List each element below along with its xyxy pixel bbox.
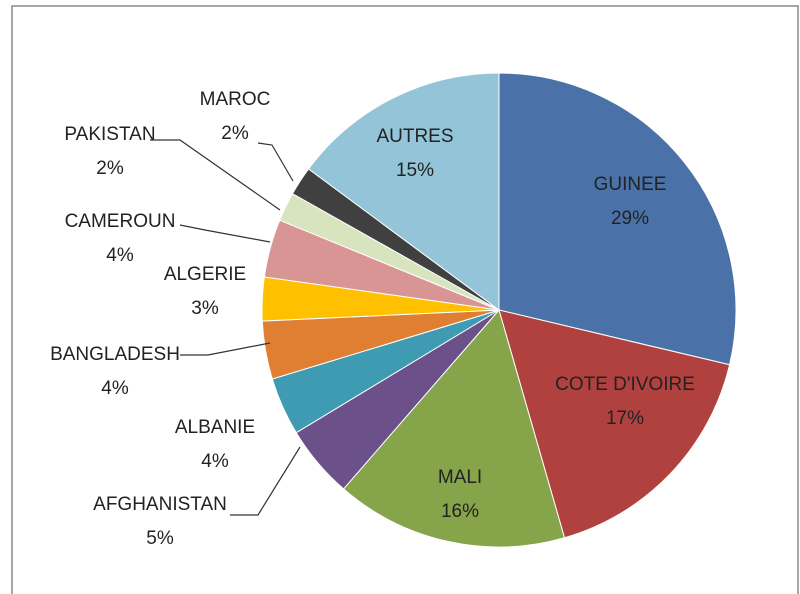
slice-value-label: 4% [201,451,229,472]
slice-value-label: 4% [101,378,129,399]
leader-line [230,446,301,516]
leader-line [179,224,271,243]
slice-label: AUTRES [376,126,453,147]
chart-frame [11,5,799,594]
slice-label: MALI [438,467,482,488]
slice-value-label: 2% [96,158,124,179]
slice-label: PAKISTAN [64,124,155,145]
leader-line [150,139,281,211]
slice-label: CAMEROUN [65,211,176,232]
slice-label: ALGERIE [164,264,246,285]
slice-value-label: 4% [106,245,134,266]
slice-label: MAROC [200,89,271,110]
pie-slice [498,309,731,539]
slice-label: BANGLADESH [50,344,180,365]
slice-label: AFGHANISTAN [93,494,227,515]
slice-value-label: 29% [611,208,649,229]
slice-label: ALBANIE [175,417,255,438]
slice-value-label: 16% [441,501,479,522]
slice-label: GUINEE [594,174,667,195]
leader-line [257,142,294,182]
slice-value-label: 5% [146,528,174,549]
slice-value-label: 17% [606,408,644,429]
pie-slice [498,72,737,366]
pie-slice [307,72,500,311]
slice-value-label: 2% [221,123,249,144]
pie-slice [342,308,566,548]
slice-value-label: 15% [396,160,434,181]
leader-line [180,342,271,356]
slice-label: COTE D'IVOIRE [555,374,695,395]
slice-value-label: 3% [191,298,219,319]
